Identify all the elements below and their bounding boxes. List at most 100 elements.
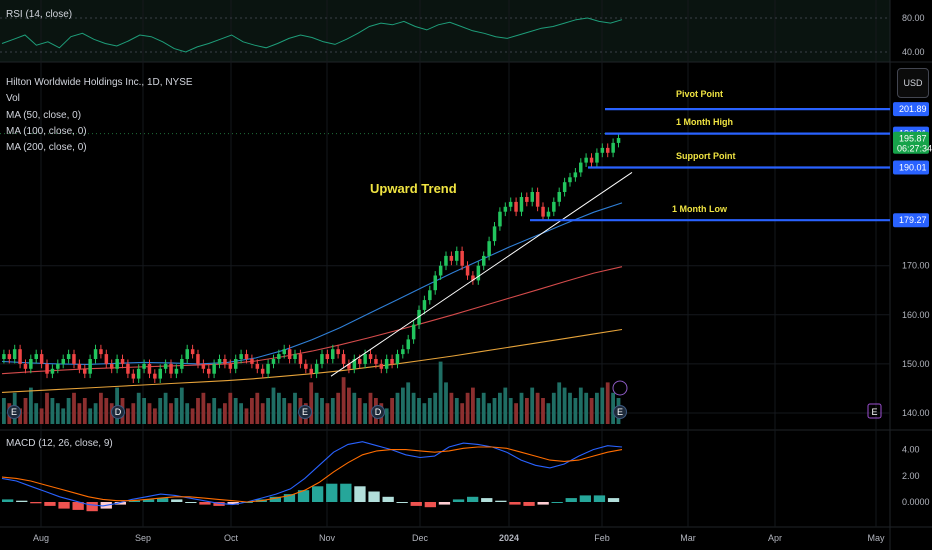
volume-bar [314, 392, 319, 424]
candle-body [589, 157, 594, 163]
volume-bar [390, 398, 394, 424]
macd-tick-label: 0.0000 [902, 497, 930, 507]
candle-body [482, 255, 486, 266]
candle-body [18, 349, 22, 364]
volume-bar [562, 387, 567, 424]
volume-bar [260, 403, 265, 424]
x-tick-label: 2024 [499, 533, 519, 543]
rsi-tick-label: 80.00 [902, 13, 925, 23]
candle-body [158, 368, 162, 379]
candle-body [530, 192, 534, 202]
volume-bar [487, 403, 491, 424]
macd-histogram-bar [312, 486, 324, 502]
candle-body [174, 368, 179, 374]
last-price-label: 195.87 [899, 134, 927, 144]
volume-bar [185, 403, 190, 424]
month-high-annotation: 1 Month High [676, 117, 733, 127]
macd-tick-label: 4.00 [902, 445, 920, 455]
volume-bar [142, 398, 146, 424]
candle-body [401, 349, 405, 355]
currency-button[interactable]: USD [897, 68, 929, 98]
volume-bar [384, 408, 389, 424]
rsi-pane-bg [0, 0, 890, 62]
volume-bar [287, 403, 292, 424]
x-tick-label: Dec [412, 533, 429, 543]
candle-body [514, 201, 518, 212]
candle-body [282, 349, 286, 355]
rsi-tick-label: 40.00 [902, 47, 925, 57]
candle-body [163, 363, 168, 369]
volume-bar [61, 408, 66, 424]
candle-body [476, 265, 481, 281]
x-tick-label: May [867, 533, 885, 543]
volume-bar [541, 398, 545, 424]
volume-bar [605, 382, 610, 424]
volume-bar [147, 403, 152, 424]
candle-body [196, 354, 200, 364]
event-marker [298, 405, 312, 419]
candle-body [584, 157, 588, 163]
volume-bar [573, 398, 578, 424]
volume-bar [514, 403, 518, 424]
candle-body [347, 363, 351, 369]
volume-bar [433, 392, 438, 424]
candle-body [153, 373, 157, 379]
volume-bar [250, 398, 254, 424]
macd-histogram-bar [340, 483, 352, 502]
volume-bar [179, 387, 184, 424]
volume-bar [277, 392, 281, 424]
volume-bar [519, 392, 524, 424]
upward-trend-line [330, 171, 633, 377]
volume-bar [481, 392, 486, 424]
macd-histogram-bar [579, 495, 591, 502]
candle-body [147, 363, 152, 374]
macd-histogram-bar [523, 502, 535, 506]
candle-body [293, 354, 297, 359]
candle-body [271, 359, 276, 364]
candle-body [492, 226, 497, 242]
candle-body [471, 275, 475, 281]
event-marker-label: D [375, 407, 382, 417]
candle-body [136, 368, 141, 379]
macd-histogram-bar [551, 502, 563, 503]
ma200-label: MA (200, close, 0) [6, 142, 87, 153]
ma50-label: MA (50, close, 0) [6, 110, 81, 121]
macd-histogram-bar [199, 502, 211, 505]
volume-bar [363, 403, 367, 424]
candle-body [190, 349, 195, 355]
volume-bar [341, 377, 346, 424]
candle-body [277, 354, 281, 359]
candle-body [83, 368, 87, 374]
volume-bar [352, 392, 357, 424]
ma50-line [1, 202, 623, 365]
event-marker-label: E [617, 407, 623, 417]
candle-body [557, 192, 561, 202]
volume-bar [223, 403, 227, 424]
volume-bar [271, 387, 276, 424]
candle-body [395, 354, 400, 364]
candle-body [45, 363, 49, 374]
volume-bar [557, 382, 562, 424]
x-tick-label: Oct [224, 533, 239, 543]
candle-body [368, 354, 373, 359]
macd-histogram-bar [86, 502, 98, 512]
volume-bar [438, 361, 443, 424]
candle-body [384, 359, 389, 369]
candle-body [250, 359, 254, 364]
candle-body [616, 138, 621, 143]
rsi-label: RSI (14, close) [6, 9, 72, 20]
volume-bar [99, 392, 103, 424]
event-marker [371, 405, 385, 419]
candle-body [358, 359, 362, 364]
macd-histogram-bar [368, 491, 380, 502]
candle-body [331, 349, 335, 359]
volume-bar [508, 398, 513, 424]
volume-bar [244, 408, 249, 424]
candle-body [239, 354, 243, 359]
volume-bar [498, 392, 502, 424]
macd-histogram-bar [16, 500, 28, 502]
event-marker [7, 405, 21, 419]
price-tag-label: 179.27 [899, 215, 927, 225]
macd-histogram-bar [185, 502, 197, 503]
